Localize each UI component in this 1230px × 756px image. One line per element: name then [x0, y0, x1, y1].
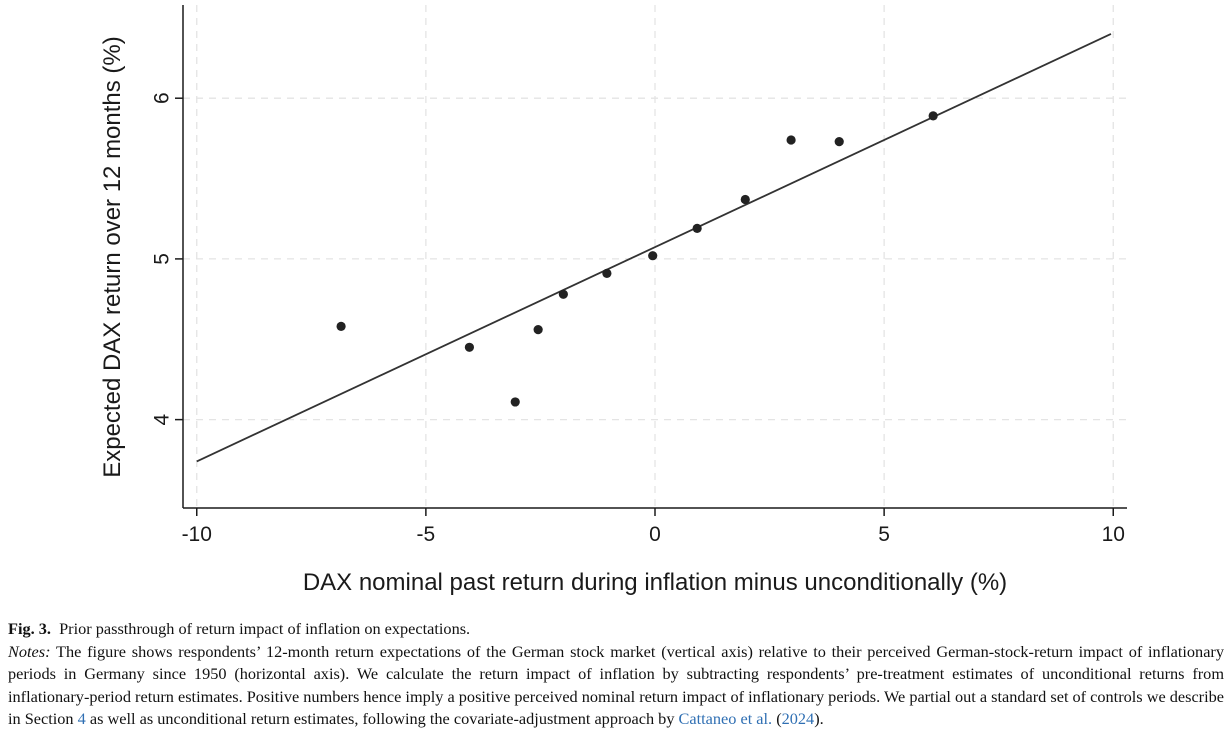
data-point-6: [648, 251, 658, 261]
citation-author-link[interactable]: Cattaneo et al.: [678, 709, 773, 728]
notes-text-part2: as well as unconditional return estimate…: [89, 709, 675, 728]
data-point-9: [786, 135, 796, 145]
section-reference-link[interactable]: 4: [77, 709, 86, 728]
data-point-8: [740, 194, 750, 205]
notes-end: ).: [814, 709, 824, 728]
y-axis-title: Expected DAX return over 12 months (%): [99, 36, 126, 478]
caption-notes: Notes: The figure shows respondents’ 12-…: [8, 641, 1224, 729]
tick-marks: -10 -5 0 5 10 4 5 6: [151, 92, 1125, 546]
x-tick-label-2: 0: [649, 523, 661, 546]
data-point-7: [692, 223, 702, 233]
notes-text-part1: The figure shows respondents’ 12-month r…: [8, 641, 1224, 729]
figure-caption: Fig. 3. Prior passthrough of return impa…: [8, 618, 1224, 731]
data-point-0: [336, 321, 346, 332]
data-point-11: [928, 111, 938, 121]
data-point-2: [510, 397, 520, 407]
x-tick-label-3: 5: [878, 523, 890, 546]
x-axis-title: DAX nominal past return during inflation…: [303, 569, 1007, 596]
x-tick-label-4: 10: [1102, 523, 1125, 546]
figure-label: Fig. 3.: [8, 619, 51, 638]
citation-year-link[interactable]: 2024: [781, 709, 815, 728]
data-point-10: [834, 136, 844, 147]
data-point-5: [602, 268, 612, 278]
figure-title: Prior passthrough of return impact of in…: [59, 619, 471, 638]
fit-line-layer: [196, 33, 1112, 463]
y-tick-label-0: 4: [151, 413, 174, 425]
y-tick-label-2: 6: [151, 92, 174, 104]
caption-title-line: Fig. 3. Prior passthrough of return impa…: [8, 618, 1224, 641]
data-point-1: [464, 342, 475, 352]
data-point-3: [533, 325, 543, 335]
data-point-4: [558, 289, 568, 299]
x-tick-label-0: -10: [182, 523, 212, 546]
y-tick-label-1: 5: [151, 253, 174, 265]
scatter-chart: -10 -5 0 5 10 4 5 6 DAX nominal past return dur…: [99, 5, 1127, 596]
fit-line: [196, 33, 1112, 463]
notes-label: Notes:: [8, 641, 51, 661]
data-points: [336, 111, 938, 407]
x-tick-label-1: -5: [417, 523, 436, 546]
